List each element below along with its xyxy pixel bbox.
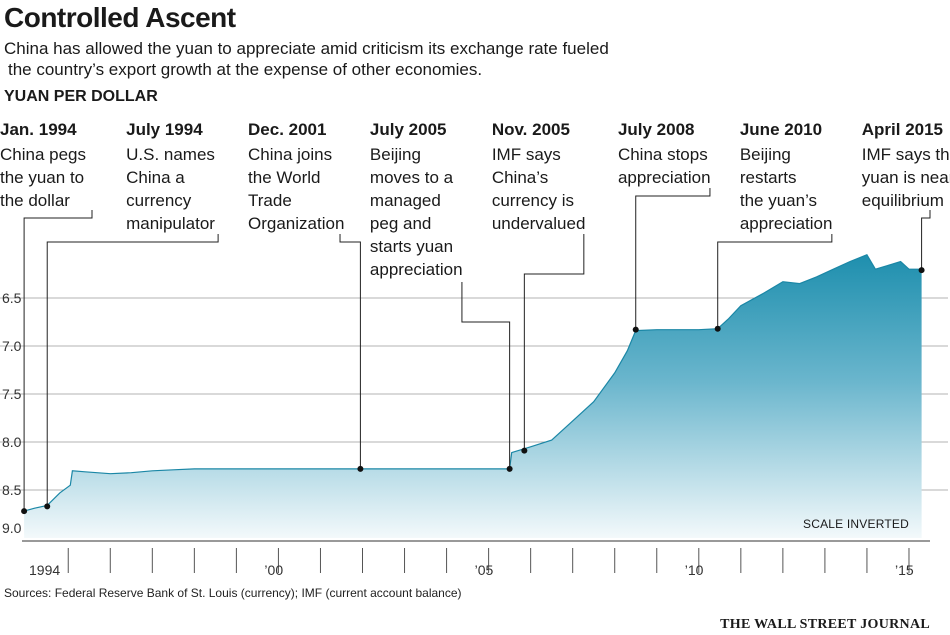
event-description-line: the yuan’s	[739, 191, 818, 210]
y-tick-label: 6.5	[2, 290, 22, 306]
event-leader-line	[635, 188, 711, 330]
y-tick-label: 8.0	[2, 434, 22, 450]
event-annotation: Nov. 2005 IMF says China’s currency is under…	[492, 118, 610, 235]
event-marker	[918, 267, 925, 274]
source-note: Sources: Federal Reserve Bank of St. Lou…	[4, 586, 462, 600]
subtitle-line: China has allowed the yuan to appreciate…	[4, 39, 609, 58]
event-description-line: starts yuan	[369, 237, 454, 256]
scale-inverted-note: SCALE INVERTED	[803, 517, 909, 531]
event-annotation: June 2010 Beijing restarts the yuan’s apprec…	[740, 118, 858, 235]
y-tick-label: 8.5	[2, 482, 22, 498]
event-leader-line	[339, 234, 361, 469]
event-marker	[506, 465, 513, 472]
event-annotation: July 2005 Beijing moves to a managed peg and…	[370, 118, 488, 281]
event-description-line: currency	[126, 191, 192, 210]
event-date: Dec. 2001	[248, 120, 327, 139]
event-description-line: China stops	[617, 145, 708, 164]
event-description-line: equilibrium	[861, 191, 944, 210]
event-description-line: IMF says the	[861, 145, 950, 164]
event-date: July 2008	[617, 120, 695, 139]
event-description-line: Beijing	[369, 145, 421, 164]
event-leader-line	[921, 210, 931, 271]
event-description-line: China pegs	[0, 145, 87, 164]
event-marker	[21, 508, 28, 515]
event-description-line: the dollar	[0, 191, 70, 210]
event-description-line: restarts	[739, 168, 797, 187]
event-description-line: currency is	[491, 191, 575, 210]
event-date: Nov. 2005	[491, 120, 570, 139]
x-tick-label: 1994	[29, 562, 61, 578]
y-tick-label: 9.0	[2, 520, 22, 536]
event-description-line: peg and	[369, 214, 432, 233]
event-description-line: China joins	[248, 145, 333, 164]
event-description-line: U.S. names	[126, 145, 215, 164]
event-marker	[632, 326, 639, 333]
series-area	[24, 254, 922, 539]
event-annotation: July 2008 China stops appreciation	[618, 118, 736, 189]
x-tick-label: ’15	[894, 562, 914, 578]
subtitle-line: the country’s export growth at the expen…	[8, 60, 483, 79]
chart-subtitle: China has allowed the yuan to appreciate…	[4, 38, 704, 80]
event-description-line: manipulator	[126, 214, 215, 233]
event-annotation: April 2015 IMF says the yuan is near equili…	[862, 118, 950, 212]
event-marker	[521, 447, 528, 454]
event-leader-line	[23, 210, 93, 512]
event-description-line: Beijing	[739, 145, 791, 164]
event-annotation: Dec. 2001 China joins the World Trade Organi…	[248, 118, 366, 235]
event-marker	[357, 465, 364, 472]
event-marker	[714, 325, 721, 332]
event-date: Jan. 1994	[0, 120, 77, 139]
event-leader-line	[523, 234, 585, 451]
event-date: April 2015	[861, 120, 944, 139]
event-annotation: Jan. 1994 China pegs the yuan to the dollar	[0, 118, 118, 212]
event-date: June 2010	[739, 120, 823, 139]
event-description-line: the World	[248, 168, 321, 187]
event-annotation: July 1994 U.S. names China a currency manipu…	[126, 118, 244, 235]
event-description-line: China’s	[491, 168, 549, 187]
event-description-line: yuan is near	[861, 168, 950, 187]
event-leader-line	[46, 234, 219, 507]
event-description-line: Trade	[248, 191, 292, 210]
series-line	[23, 254, 922, 512]
event-description-line: appreciation	[617, 168, 711, 187]
chart-title: Controlled Ascent	[4, 2, 236, 33]
event-date: July 2005	[369, 120, 447, 139]
event-description-line: managed	[369, 191, 441, 210]
event-leader-line	[717, 234, 833, 329]
event-description-line: appreciation	[739, 214, 833, 233]
publisher-logo: THE WALL STREET JOURNAL	[720, 617, 930, 632]
x-tick-label: ’05	[474, 562, 494, 578]
event-marker	[44, 503, 51, 510]
x-tick-label: ’00	[264, 562, 284, 578]
y-axis-label: YUAN PER DOLLAR	[4, 88, 158, 105]
event-description-line: Organization	[248, 214, 345, 233]
event-description-line: the yuan to	[0, 168, 85, 187]
x-tick-label: ’10	[684, 562, 704, 578]
event-description-line: China a	[126, 168, 185, 187]
event-date: July 1994	[126, 120, 203, 139]
event-description-line: moves to a	[369, 168, 454, 187]
event-description-line: appreciation	[369, 260, 463, 279]
y-tick-label: 7.5	[2, 386, 22, 402]
event-leader-line	[461, 282, 511, 469]
y-tick-label: 7.0	[2, 338, 22, 354]
event-description-line: undervalued	[491, 214, 586, 233]
event-description-line: IMF says	[491, 145, 561, 164]
